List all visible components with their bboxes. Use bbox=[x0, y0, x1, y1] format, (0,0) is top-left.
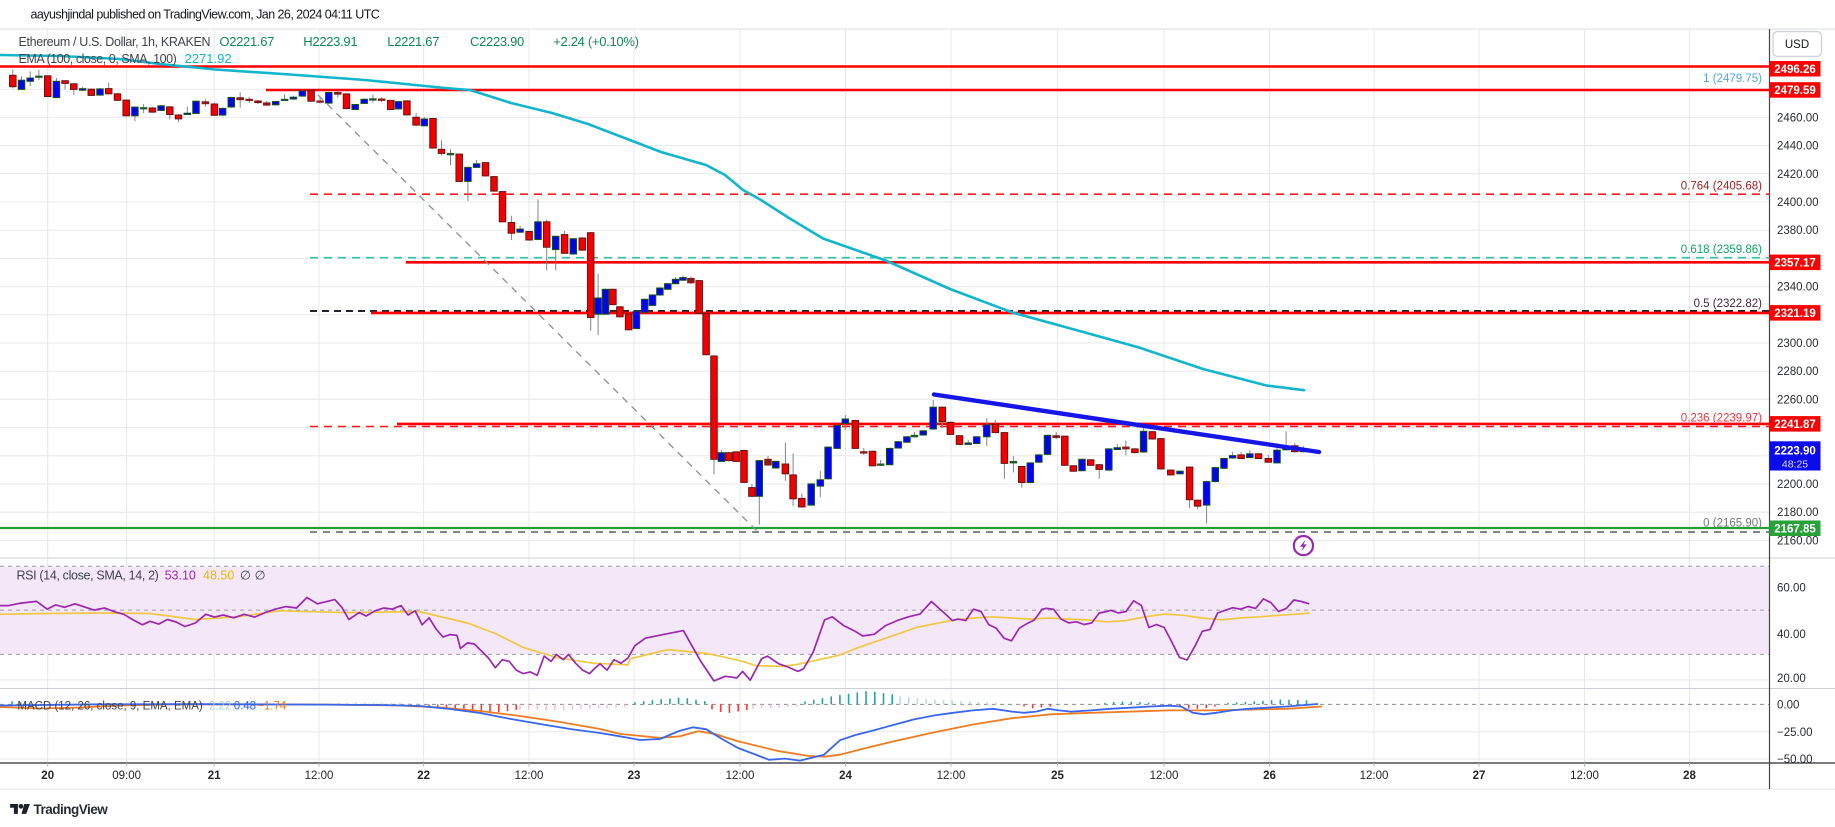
svg-text:12:00: 12:00 bbox=[515, 770, 544, 782]
svg-text:−1.74: −1.74 bbox=[257, 701, 287, 713]
svg-text:25: 25 bbox=[1051, 770, 1064, 782]
svg-text:0.00: 0.00 bbox=[1777, 699, 1799, 711]
svg-text:12:00: 12:00 bbox=[937, 770, 966, 782]
svg-text:2357.17: 2357.17 bbox=[1774, 258, 1816, 270]
svg-text:0 (2165.90): 0 (2165.90) bbox=[1703, 518, 1762, 530]
svg-text:RSI (14, close, SMA, 14, 2): RSI (14, close, SMA, 14, 2) bbox=[17, 569, 159, 583]
svg-text:∅: ∅ bbox=[240, 569, 251, 583]
svg-text:24: 24 bbox=[839, 770, 852, 782]
svg-text:22: 22 bbox=[417, 770, 430, 782]
svg-text:2241.87: 2241.87 bbox=[1774, 419, 1816, 431]
svg-text:53.10: 53.10 bbox=[165, 569, 196, 583]
svg-text:60.00: 60.00 bbox=[1777, 583, 1806, 595]
svg-text:12:00: 12:00 bbox=[1570, 770, 1599, 782]
svg-text:0.236 (2239.97): 0.236 (2239.97) bbox=[1681, 413, 1762, 425]
svg-text:2223.90: 2223.90 bbox=[1774, 446, 1816, 458]
svg-text:O2221.67: O2221.67 bbox=[219, 34, 274, 49]
svg-text:40.00: 40.00 bbox=[1777, 629, 1806, 641]
svg-text:12:00: 12:00 bbox=[726, 770, 755, 782]
svg-text:12:00: 12:00 bbox=[305, 770, 334, 782]
svg-text:1 (2479.75): 1 (2479.75) bbox=[1703, 73, 1762, 85]
svg-text:23: 23 bbox=[628, 770, 641, 782]
svg-text:∅: ∅ bbox=[255, 569, 266, 583]
svg-text:2271.92: 2271.92 bbox=[185, 51, 232, 66]
svg-text:+2.24 (+0.10%): +2.24 (+0.10%) bbox=[553, 34, 638, 49]
svg-text:2380.00: 2380.00 bbox=[1777, 225, 1819, 237]
svg-text:28: 28 bbox=[1683, 770, 1696, 782]
svg-text:2321.19: 2321.19 bbox=[1774, 308, 1816, 320]
svg-text:C2223.90: C2223.90 bbox=[470, 34, 524, 49]
svg-text:2.22: 2.22 bbox=[209, 701, 231, 713]
svg-text:2167.85: 2167.85 bbox=[1774, 523, 1816, 535]
svg-text:2300.00: 2300.00 bbox=[1777, 338, 1819, 350]
svg-text:2280.00: 2280.00 bbox=[1777, 366, 1819, 378]
svg-text:MACD (12, 26, close, 9, EMA, E: MACD (12, 26, close, 9, EMA, EMA) bbox=[17, 701, 203, 713]
svg-text:12:00: 12:00 bbox=[1360, 770, 1389, 782]
svg-text:0.764 (2405.68): 0.764 (2405.68) bbox=[1681, 181, 1762, 193]
svg-text:−25.00: −25.00 bbox=[1777, 727, 1813, 739]
svg-text:2479.59: 2479.59 bbox=[1774, 85, 1816, 97]
svg-text:2340.00: 2340.00 bbox=[1777, 282, 1819, 294]
svg-text:20: 20 bbox=[41, 770, 54, 782]
svg-text:TradingView: TradingView bbox=[34, 802, 109, 817]
svg-text:Ethereum / U.S. Dollar, 1h, KR: Ethereum / U.S. Dollar, 1h, KRAKEN bbox=[19, 35, 211, 49]
svg-text:20.00: 20.00 bbox=[1777, 673, 1806, 685]
svg-text:2200.00: 2200.00 bbox=[1777, 479, 1819, 491]
svg-text:−50.00: −50.00 bbox=[1777, 754, 1813, 766]
svg-text:EMA (100, close, 0, SMA, 100): EMA (100, close, 0, SMA, 100) bbox=[19, 52, 177, 66]
svg-text:2160.00: 2160.00 bbox=[1777, 535, 1819, 547]
svg-text:2440.00: 2440.00 bbox=[1777, 141, 1819, 153]
svg-text:48:25: 48:25 bbox=[1782, 458, 1808, 470]
svg-text:21: 21 bbox=[208, 770, 221, 782]
svg-text:2460.00: 2460.00 bbox=[1777, 112, 1819, 124]
svg-text:48.50: 48.50 bbox=[203, 569, 234, 583]
svg-text:2496.26: 2496.26 bbox=[1774, 64, 1816, 76]
svg-text:H2223.91: H2223.91 bbox=[303, 34, 357, 49]
svg-text:2420.00: 2420.00 bbox=[1777, 169, 1819, 181]
svg-text:USD: USD bbox=[1785, 39, 1809, 51]
svg-text:0.48: 0.48 bbox=[234, 701, 256, 713]
svg-text:0.618 (2359.86): 0.618 (2359.86) bbox=[1681, 244, 1762, 256]
svg-text:26: 26 bbox=[1263, 770, 1276, 782]
svg-text:L2221.67: L2221.67 bbox=[387, 34, 439, 49]
svg-text:2180.00: 2180.00 bbox=[1777, 507, 1819, 519]
svg-text:0.5 (2322.82): 0.5 (2322.82) bbox=[1694, 298, 1763, 310]
svg-text:aayushjindal published on Trad: aayushjindal published on TradingView.co… bbox=[31, 8, 380, 22]
svg-text:09:00: 09:00 bbox=[112, 770, 141, 782]
svg-text:2400.00: 2400.00 bbox=[1777, 197, 1819, 209]
svg-text:27: 27 bbox=[1473, 770, 1486, 782]
svg-text:2260.00: 2260.00 bbox=[1777, 394, 1819, 406]
svg-text:12:00: 12:00 bbox=[1150, 770, 1179, 782]
